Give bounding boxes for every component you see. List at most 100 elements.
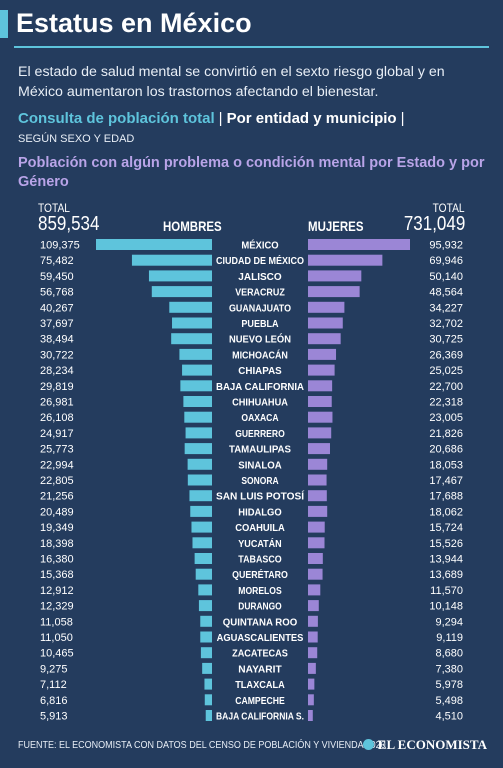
value-women-10: 22,318 (429, 397, 463, 409)
byline: SEGÚN SEXO Y EDAD (18, 133, 135, 145)
state-label-8: CHIAPAS (238, 365, 281, 377)
state-label-5: PUEBLA (241, 318, 279, 330)
value-men-25: 11,050 (40, 632, 73, 644)
value-men-18: 19,349 (40, 522, 74, 534)
value-women-5: 32,702 (429, 318, 463, 330)
bar-men-22 (198, 584, 212, 596)
state-label-15: SONORA (241, 475, 279, 487)
logo: EL ECONOMISTA (362, 737, 487, 753)
subhead: Consulta de población total | Por entidad … (18, 110, 409, 127)
bar-men-0 (96, 239, 212, 250)
bar-women-9 (308, 380, 333, 392)
bar-women-29 (308, 694, 314, 706)
bar-women-22 (308, 584, 321, 596)
chart-title: Población con algún problema o condición… (18, 155, 485, 190)
bar-men-27 (202, 662, 212, 674)
logo-mark-icon (362, 739, 374, 750)
value-women-18: 15,724 (429, 522, 463, 534)
value-men-10: 26,981 (40, 397, 74, 409)
bar-women-17 (308, 505, 328, 517)
legend-women: MUJERES (308, 218, 364, 234)
bar-men-13 (184, 443, 212, 455)
value-women-16: 17,688 (429, 491, 463, 503)
subhead-secondary: Por entidad y municipio (226, 110, 397, 127)
bar-women-27 (308, 662, 316, 674)
bar-women-4 (308, 301, 345, 313)
bar-men-11 (184, 411, 212, 423)
value-men-6: 38,494 (40, 334, 74, 346)
value-women-29: 5,498 (435, 695, 463, 707)
value-women-7: 26,369 (429, 349, 463, 361)
total-label-women: TOTAL (433, 201, 465, 215)
bar-women-14 (308, 458, 328, 470)
state-label-12: GUERRERO (235, 428, 285, 440)
bar-women-3 (308, 286, 360, 298)
bar-men-10 (183, 396, 212, 407)
bar-men-20 (194, 553, 212, 564)
state-label-18: COAHUILA (235, 522, 285, 534)
value-men-14: 22,994 (40, 459, 74, 471)
bar-men-4 (169, 301, 212, 313)
state-label-2: JALISCO (238, 271, 281, 283)
bar-women-1 (308, 254, 383, 266)
state-label-27: NAYARIT (238, 663, 282, 675)
bar-women-0 (308, 239, 410, 250)
value-women-8: 25,025 (429, 365, 463, 377)
value-men-8: 28,234 (40, 365, 74, 377)
bar-women-8 (308, 364, 335, 376)
bar-women-15 (308, 474, 327, 486)
value-men-1: 75,482 (40, 255, 74, 267)
bar-men-25 (200, 631, 212, 643)
bar-women-13 (308, 443, 330, 455)
bar-men-7 (179, 348, 212, 360)
bar-men-3 (151, 286, 212, 298)
bar-women-28 (308, 678, 315, 690)
state-label-22: MORELOS (238, 585, 281, 597)
bar-men-18 (191, 521, 212, 533)
bar-men-30 (205, 710, 212, 721)
bar-men-12 (185, 427, 212, 439)
state-label-24: QUINTANA ROO (223, 616, 297, 628)
value-men-12: 24,917 (40, 428, 74, 440)
title-accent (0, 10, 8, 38)
bar-men-28 (204, 678, 212, 690)
value-women-22: 11,570 (430, 585, 463, 597)
value-women-21: 13,689 (429, 569, 463, 581)
source-note: FUENTE: EL ECONOMISTA CON DATOS DEL CENS… (18, 740, 386, 751)
value-women-14: 18,053 (429, 459, 463, 471)
bar-women-6 (308, 333, 341, 345)
value-women-30: 4,510 (435, 711, 463, 723)
value-women-24: 9,294 (435, 616, 463, 628)
value-men-17: 20,489 (40, 506, 74, 518)
value-women-17: 18,062 (429, 506, 463, 518)
state-label-26: ZACATECAS (232, 648, 288, 660)
page-title: Estatus en México (16, 8, 252, 38)
value-women-19: 15,526 (429, 538, 463, 550)
value-women-6: 30,725 (429, 334, 463, 346)
value-women-25: 9,119 (436, 632, 463, 644)
state-label-19: YUCATÁN (238, 537, 281, 550)
value-men-28: 7,112 (40, 679, 67, 691)
state-label-10: CHIHUAHUA (232, 397, 288, 409)
value-women-9: 22,700 (429, 381, 463, 393)
value-men-22: 12,912 (40, 585, 74, 597)
state-label-23: DURANGO (238, 601, 281, 613)
subhead-separator: | (218, 110, 223, 127)
bar-women-18 (308, 521, 325, 533)
bar-men-23 (198, 600, 212, 612)
value-men-0: 109,375 (40, 240, 80, 252)
value-men-5: 37,697 (40, 318, 74, 330)
state-label-28: TLAXCALA (235, 679, 285, 691)
value-men-9: 29,819 (40, 381, 74, 393)
value-women-15: 17,467 (429, 475, 463, 487)
state-label-29: CAMPECHE (235, 695, 285, 707)
value-men-27: 9,275 (40, 663, 68, 675)
state-label-16: SAN LUIS POTOSÍ (216, 490, 305, 503)
value-women-3: 48,564 (429, 287, 463, 299)
bar-men-16 (189, 490, 212, 502)
bar-men-21 (195, 568, 212, 580)
value-men-3: 56,768 (40, 287, 74, 299)
title-bar: Estatus en México (0, 8, 503, 44)
bar-women-5 (308, 317, 343, 329)
bar-men-8 (182, 364, 212, 376)
